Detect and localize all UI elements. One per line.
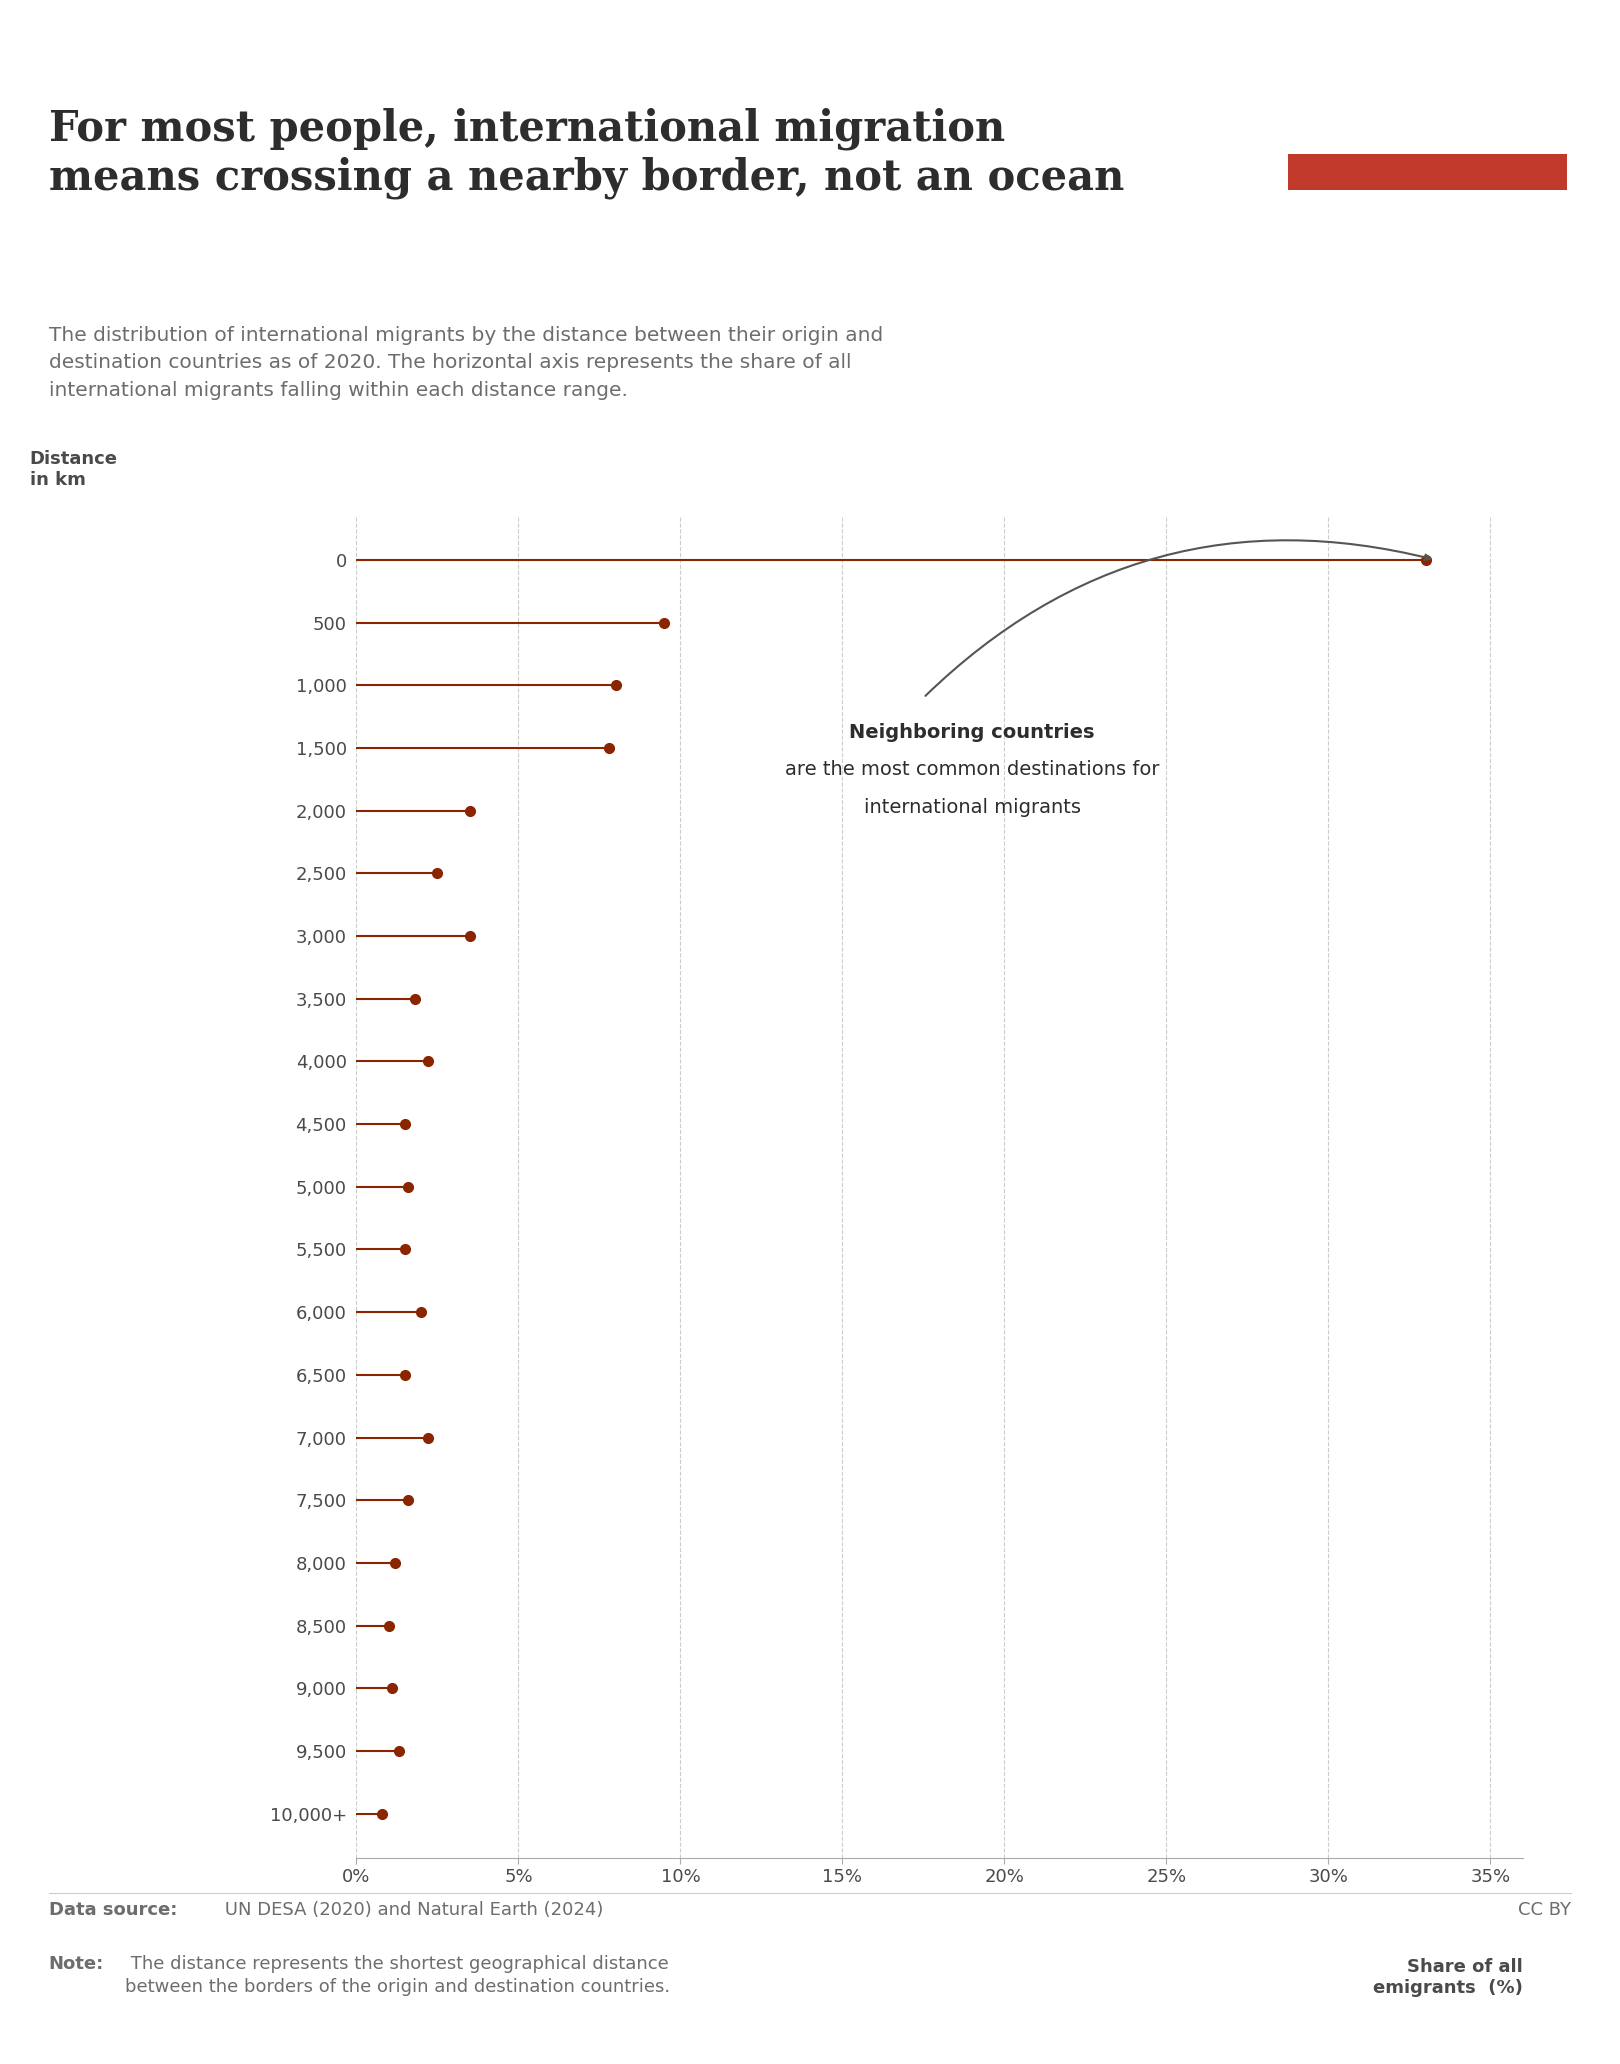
Text: Our World
in Data: Our World in Data xyxy=(1364,60,1490,105)
Text: Note:: Note: xyxy=(49,1955,104,1973)
Text: For most people, international migration
means crossing a nearby border, not an : For most people, international migration… xyxy=(49,107,1124,198)
Text: UN DESA (2020) and Natural Earth (2024): UN DESA (2020) and Natural Earth (2024) xyxy=(219,1901,603,1920)
Text: Neighboring countries: Neighboring countries xyxy=(849,722,1095,741)
Text: Data source:: Data source: xyxy=(49,1901,177,1920)
Text: Distance
in km: Distance in km xyxy=(29,450,118,489)
Text: CC BY: CC BY xyxy=(1518,1901,1571,1920)
Text: are the most common destinations for: are the most common destinations for xyxy=(784,760,1160,780)
Text: international migrants: international migrants xyxy=(863,799,1081,817)
Text: The distribution of international migrants by the distance between their origin : The distribution of international migran… xyxy=(49,326,883,400)
Bar xyxy=(1288,153,1567,190)
Text: Share of all
emigrants  (%): Share of all emigrants (%) xyxy=(1372,1959,1523,1998)
Text: The distance represents the shortest geographical distance
between the borders o: The distance represents the shortest geo… xyxy=(125,1955,669,1996)
